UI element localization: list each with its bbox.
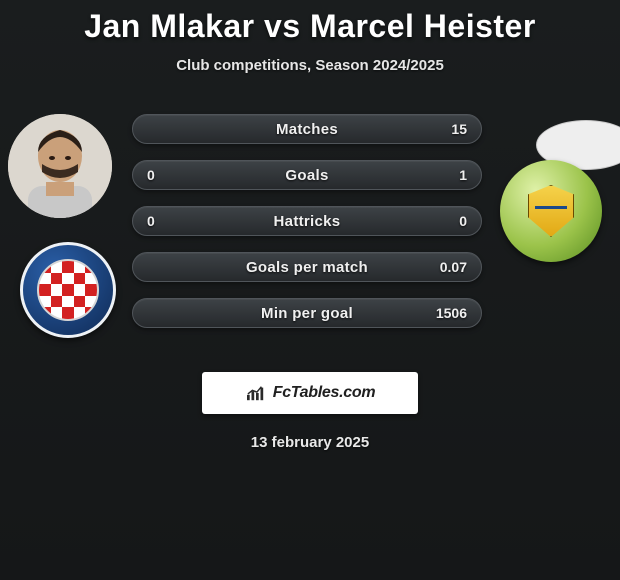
stat-right-value: 1 — [459, 167, 467, 183]
stat-label: Matches — [133, 121, 481, 138]
shield-icon — [528, 185, 574, 237]
bar-chart-icon — [245, 384, 267, 402]
comparison-card: Jan Mlakar vs Marcel Heister Club compet… — [0, 0, 620, 451]
stat-row-goals: 0 Goals 1 — [132, 160, 482, 190]
club-right-badge — [500, 160, 602, 262]
stat-label: Goals per match — [133, 259, 481, 276]
stat-label: Hattricks — [133, 213, 481, 230]
subtitle: Club competitions, Season 2024/2025 — [0, 57, 620, 74]
stat-row-mpg: Min per goal 1506 — [132, 298, 482, 328]
stat-right-value: 0 — [459, 213, 467, 229]
stat-label: Goals — [133, 167, 481, 184]
brand-box[interactable]: FcTables.com — [202, 372, 418, 414]
player-left-avatar — [8, 114, 112, 218]
stat-row-hattricks: 0 Hattricks 0 — [132, 206, 482, 236]
stat-row-matches: Matches 15 — [132, 114, 482, 144]
checker-icon — [37, 259, 99, 321]
club-left-badge — [20, 242, 116, 338]
stats-area: Matches 15 0 Goals 1 0 Hattricks 0 Goals… — [0, 102, 620, 352]
stat-right-value: 0.07 — [440, 259, 467, 275]
stat-right-value: 1506 — [436, 305, 467, 321]
stat-row-gpm: Goals per match 0.07 — [132, 252, 482, 282]
date-text: 13 february 2025 — [0, 434, 620, 451]
stat-label: Min per goal — [133, 305, 481, 322]
brand-text: FcTables.com — [273, 384, 376, 402]
stat-rows: Matches 15 0 Goals 1 0 Hattricks 0 Goals… — [132, 114, 482, 344]
page-title: Jan Mlakar vs Marcel Heister — [0, 8, 620, 45]
stat-right-value: 15 — [451, 121, 467, 137]
